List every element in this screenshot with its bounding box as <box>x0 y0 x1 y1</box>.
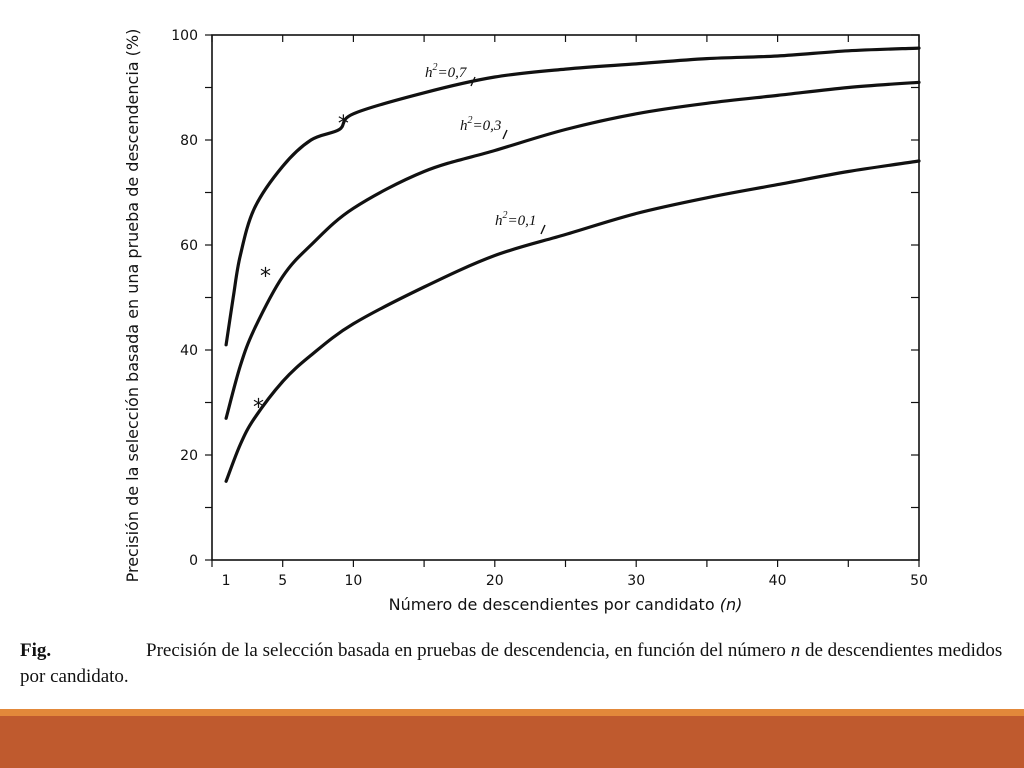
plot-frame <box>211 34 920 561</box>
x-tick-label: 5 <box>278 573 287 589</box>
series-line <box>224 46 921 347</box>
series-label-base: h <box>425 65 433 81</box>
series-marker: * <box>338 112 349 137</box>
y-tick-label: 80 <box>180 133 198 149</box>
x-tick-label: 20 <box>486 573 504 589</box>
series-label-value: =0,7 <box>438 65 468 81</box>
series-marker: * <box>253 396 264 421</box>
chart: 0 20 40 60 80 100 1 5 10 20 30 40 50 Número de descen… <box>123 28 928 614</box>
x-tick-label: 50 <box>910 573 928 589</box>
series-label-base: h <box>495 213 503 229</box>
footer-accent-line <box>0 709 1024 716</box>
y-tick-label: 100 <box>171 28 198 44</box>
figure-caption: Fig. Precisión de la selección basada en … <box>20 638 1010 690</box>
series-marker: * <box>260 264 271 289</box>
series-label-value: =0,3 <box>473 118 502 134</box>
y-tick-label: 60 <box>180 238 198 254</box>
series-label-base: h <box>460 118 468 134</box>
footer-band <box>0 716 1024 768</box>
series-label-value: =0,1 <box>508 213 537 229</box>
x-tick-label: 30 <box>627 573 645 589</box>
series-label-superscript: 2 <box>503 210 508 221</box>
series-label-leader <box>502 129 508 140</box>
y-axis-title: Precisión de la selección basada en una … <box>123 29 142 583</box>
series-label: h2=0,3 <box>460 115 501 134</box>
series-label-superscript: 2 <box>468 115 473 126</box>
y-tick-label: 0 <box>189 553 198 569</box>
x-tick-label: 1 <box>222 573 231 589</box>
series-line <box>224 80 921 420</box>
series-label: h2=0,7 <box>425 62 468 81</box>
series-line <box>224 159 921 483</box>
series-label: h2=0,1 <box>495 210 536 229</box>
x-axis-title-variable: (n) <box>720 595 743 614</box>
caption-text-2: de descendientes medidos por candidato. <box>20 640 1003 687</box>
series-label-leader <box>470 76 476 87</box>
y-tick-label: 40 <box>180 343 198 359</box>
x-axis-title: Número de descendientes por candidato (n… <box>389 595 743 614</box>
caption-label: Fig. <box>20 640 52 661</box>
x-tick-label: 10 <box>344 573 362 589</box>
x-tick-label: 40 <box>769 573 787 589</box>
series-label-superscript: 2 <box>433 62 438 73</box>
y-tick-label: 20 <box>180 448 198 464</box>
caption-variable: n <box>790 640 801 661</box>
series-label-leader <box>540 224 546 235</box>
caption-text: Precisión de la selección basada en prue… <box>146 640 786 661</box>
